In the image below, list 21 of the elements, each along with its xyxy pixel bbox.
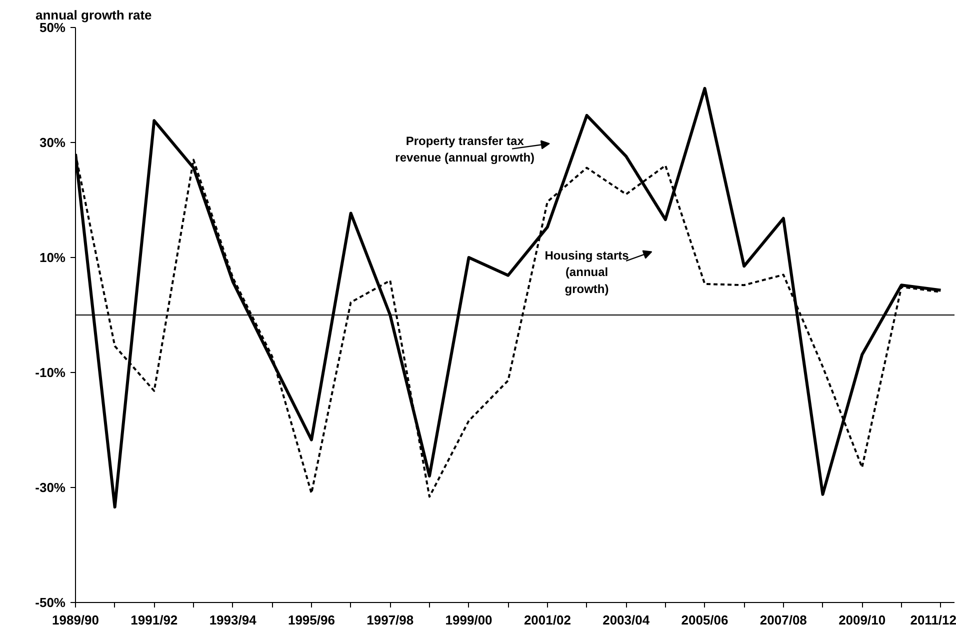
x-tick-label: 2007/08 bbox=[760, 612, 807, 628]
y-tick-label: 50% bbox=[39, 20, 66, 35]
y-tick-label: 10% bbox=[39, 250, 66, 265]
x-tick-label: 2009/10 bbox=[838, 612, 886, 628]
x-tick-label: 1995/96 bbox=[288, 612, 335, 628]
y-tick-label: -30% bbox=[35, 480, 66, 495]
x-tick-label: 2001/02 bbox=[524, 612, 571, 628]
x-tick-label: 2003/04 bbox=[602, 612, 650, 628]
annotation: Property transfer tax revenue (annual growth) bbox=[395, 134, 535, 165]
x-tick-label: 2011/12 bbox=[910, 612, 956, 628]
x-tick-label: 1991/92 bbox=[130, 612, 178, 628]
y-axis-title: annual growth rate bbox=[36, 8, 152, 22]
annotation: Housing starts (annual growth) bbox=[544, 248, 630, 296]
y-tick-label: 30% bbox=[39, 135, 66, 150]
x-tick-label: 1999/00 bbox=[445, 612, 492, 628]
x-tick-label: 1993/94 bbox=[209, 612, 258, 628]
y-tick-label: -50% bbox=[35, 595, 66, 610]
x-tick-label: 1997/98 bbox=[366, 612, 414, 628]
y-tick-label: -10% bbox=[35, 365, 66, 380]
x-tick-label: 2005/06 bbox=[681, 612, 728, 628]
x-tick-label: 1989/90 bbox=[52, 612, 100, 628]
